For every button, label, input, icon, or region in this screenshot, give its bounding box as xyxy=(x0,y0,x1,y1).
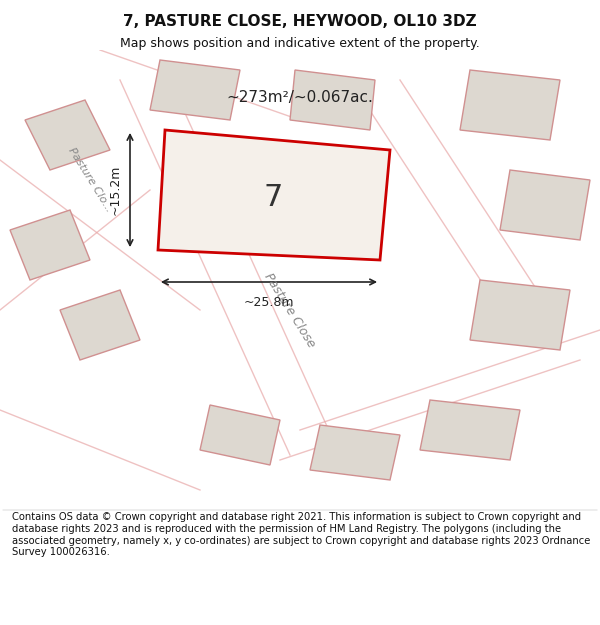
Text: ~25.8m: ~25.8m xyxy=(244,296,294,309)
Text: Pasture Close: Pasture Close xyxy=(262,271,318,349)
Polygon shape xyxy=(500,170,590,240)
Text: 7, PASTURE CLOSE, HEYWOOD, OL10 3DZ: 7, PASTURE CLOSE, HEYWOOD, OL10 3DZ xyxy=(123,14,477,29)
Text: Map shows position and indicative extent of the property.: Map shows position and indicative extent… xyxy=(120,38,480,51)
Polygon shape xyxy=(158,130,390,260)
Text: ~273m²/~0.067ac.: ~273m²/~0.067ac. xyxy=(227,90,373,105)
Polygon shape xyxy=(460,70,560,140)
Text: ~15.2m: ~15.2m xyxy=(109,165,122,215)
Polygon shape xyxy=(470,280,570,350)
Polygon shape xyxy=(10,210,90,280)
Polygon shape xyxy=(60,290,140,360)
Text: 7: 7 xyxy=(263,183,283,212)
Polygon shape xyxy=(310,425,400,480)
Text: Contains OS data © Crown copyright and database right 2021. This information is : Contains OS data © Crown copyright and d… xyxy=(12,512,590,557)
Polygon shape xyxy=(25,100,110,170)
Text: Pasture Clo...: Pasture Clo... xyxy=(66,146,114,214)
Polygon shape xyxy=(200,405,280,465)
Polygon shape xyxy=(150,60,240,120)
Polygon shape xyxy=(420,400,520,460)
Polygon shape xyxy=(290,70,375,130)
